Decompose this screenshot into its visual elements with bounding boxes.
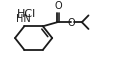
Text: HN: HN — [16, 14, 30, 24]
Text: O: O — [67, 18, 75, 28]
Text: O: O — [55, 1, 62, 11]
Text: HCl: HCl — [17, 9, 36, 19]
